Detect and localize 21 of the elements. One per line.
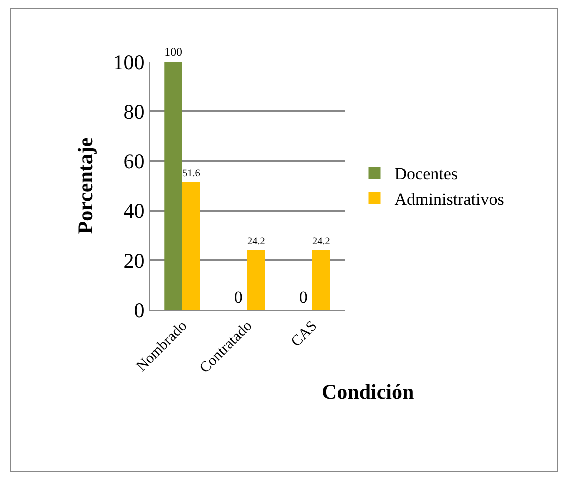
data-label: 24.2 <box>312 236 330 248</box>
bar <box>182 182 200 310</box>
data-label: 0 <box>299 288 308 307</box>
legend-label: Administrativos <box>394 190 504 209</box>
x-axis-title: Condición <box>322 380 415 404</box>
bar <box>312 250 330 310</box>
y-tick-label: 60 <box>124 150 145 174</box>
x-tick-label: CAS <box>288 318 321 350</box>
y-tick-label: 80 <box>124 100 145 124</box>
y-axis-title: Porcentaje <box>73 138 98 234</box>
legend-label: Docentes <box>394 164 458 184</box>
y-tick-label: 0 <box>134 298 145 322</box>
y-tick-label: 100 <box>113 50 145 74</box>
data-label: 0 <box>234 288 243 307</box>
data-label: 24.2 <box>248 236 266 248</box>
data-label: 100 <box>164 45 183 60</box>
data-label: 51.6 <box>182 168 200 180</box>
y-tick-label: 40 <box>124 199 145 224</box>
bar <box>248 250 266 310</box>
y-tick-label: 20 <box>124 248 145 273</box>
bar <box>164 62 182 310</box>
